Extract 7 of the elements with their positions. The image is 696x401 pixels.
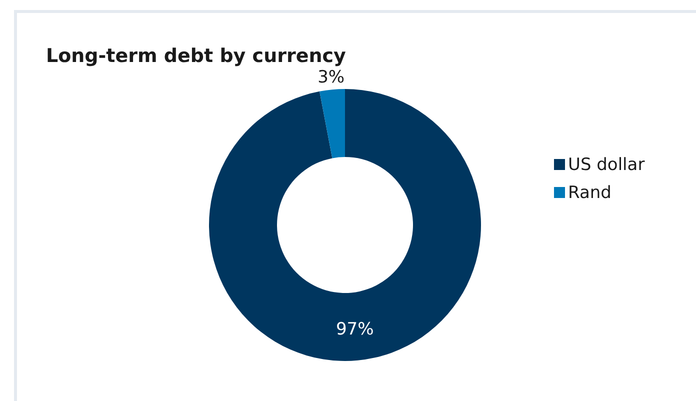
chart-title: Long-term debt by currency [46,45,347,67]
legend-label: Rand [568,183,612,203]
legend-label: US dollar [568,155,645,175]
donut-slice [209,89,481,361]
donut-slice [320,89,345,158]
data-label: 97% [336,320,374,340]
data-label: 3% [318,68,345,88]
